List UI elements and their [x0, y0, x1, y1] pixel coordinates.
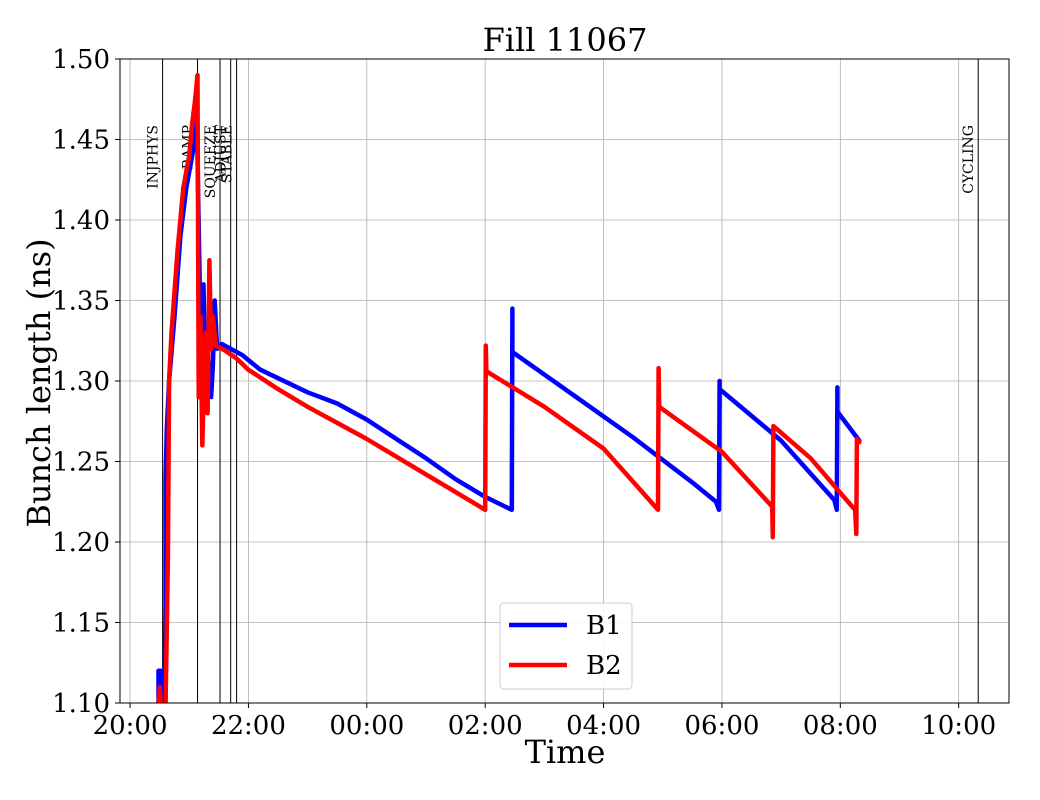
series-line-b2 [156, 72, 862, 703]
x-tick-label: 04:00 [566, 711, 641, 741]
y-tick-label: 1.10 [52, 689, 110, 719]
x-tick-label: 02:00 [448, 711, 523, 741]
y-axis-label: Bunch length (ns) [20, 238, 58, 527]
y-tick-label: 1.35 [52, 287, 110, 317]
legend-label-b2: B2 [586, 651, 622, 681]
phase-label: ADJUST [214, 124, 230, 183]
chart-title: Fill 11067 [483, 21, 648, 59]
y-tick-label: 1.40 [52, 206, 110, 236]
x-tick-label: 06:00 [684, 711, 759, 741]
phase-label: CYCLING [961, 125, 977, 194]
y-tick-label: 1.25 [52, 448, 110, 478]
phase-label: STABLE [220, 125, 236, 183]
legend-label-b1: B1 [586, 611, 622, 641]
y-tick-label: 1.50 [52, 45, 110, 75]
y-tick-label: 1.20 [52, 528, 110, 558]
phase-label: INJPHYS [146, 125, 162, 189]
phase-label: SQUEEZE [203, 125, 219, 198]
x-axis-label: Time [525, 733, 606, 771]
x-tick-label: 20:00 [93, 711, 168, 741]
series-lines [156, 72, 862, 703]
x-tick-label: 10:00 [921, 711, 996, 741]
y-tick-label: 1.45 [52, 126, 110, 156]
x-tick-label: 00:00 [329, 711, 404, 741]
y-tick-label: 1.15 [52, 609, 110, 639]
y-tick-label: 1.30 [52, 367, 110, 397]
axis-ticks: 20:00 22:00 00:00 02:00 04:00 06:00 08:00 10:00… [52, 45, 996, 741]
x-tick-label: 22:00 [211, 711, 286, 741]
x-tick-label: 08:00 [803, 711, 878, 741]
